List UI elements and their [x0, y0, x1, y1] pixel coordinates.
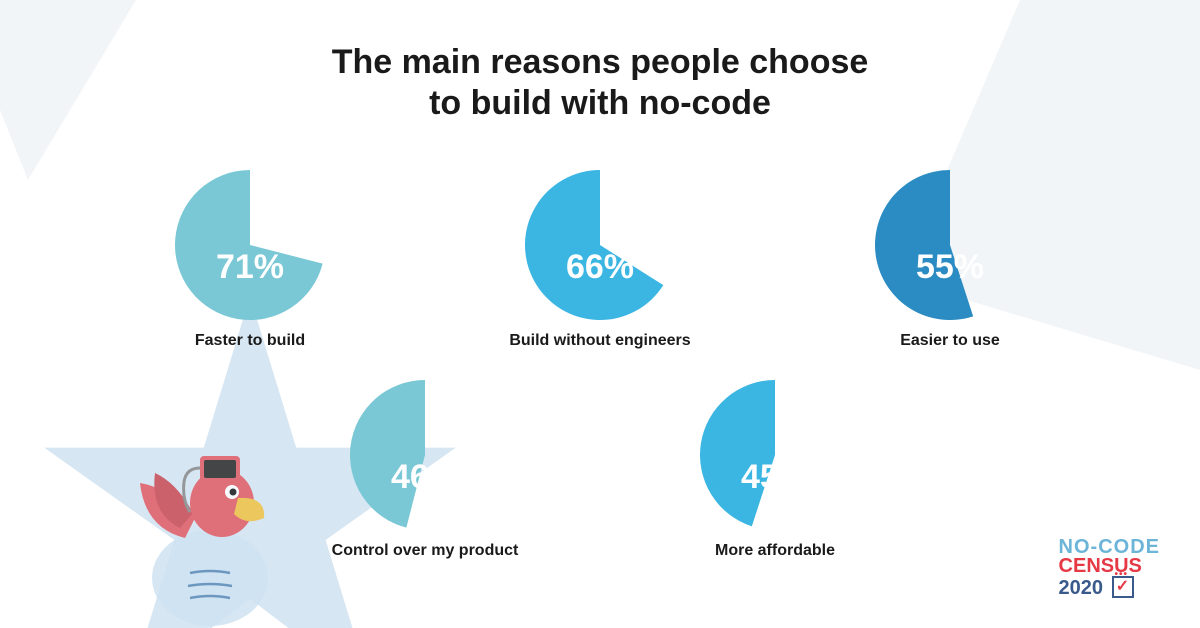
logo-line2: CENSUS — [1059, 557, 1160, 576]
pie-percent-label: 71% — [175, 248, 325, 287]
pie-item: 66% Build without engineers — [490, 170, 710, 350]
pie-item: 46% Control over my product — [315, 380, 535, 560]
pie-wedge: 45% — [700, 380, 850, 530]
pie-wedge: 66% — [525, 170, 675, 320]
logo-line3: 2020 — [1059, 579, 1104, 598]
pie-caption: Build without engineers — [509, 332, 690, 350]
title-line1: The main reasons people choose — [332, 43, 869, 81]
brand-logo: NO-CODE CENSUS 2020 ✓ — [1059, 538, 1160, 598]
pie-percent-label: 55% — [875, 248, 1025, 287]
pie-item: 55% Easier to use — [840, 170, 1060, 350]
pie-percent-label: 46% — [350, 458, 500, 497]
chart-title: The main reasons people choose to build … — [0, 42, 1200, 124]
pie-chart-grid: 71% Faster to build 66% Build without engin… — [0, 170, 1200, 560]
pie-caption: More affordable — [715, 542, 835, 560]
pie-item: 45% More affordable — [665, 380, 885, 560]
pie-row-1: 71% Faster to build 66% Build without engin… — [140, 170, 1060, 350]
pie-wedge: 71% — [175, 170, 325, 320]
pie-caption: Easier to use — [900, 332, 1000, 350]
pie-caption: Control over my product — [332, 542, 519, 560]
pie-percent-label: 66% — [525, 248, 675, 287]
pie-caption: Faster to build — [195, 332, 305, 350]
pie-percent-label: 45% — [700, 458, 850, 497]
logo-check-icon: ✓ — [1112, 576, 1134, 598]
pie-wedge: 55% — [875, 170, 1025, 320]
pie-row-2: 46% Control over my product 45% More afford… — [315, 380, 885, 560]
pie-item: 71% Faster to build — [140, 170, 360, 350]
pie-wedge: 46% — [350, 380, 500, 530]
title-line2: to build with no-code — [429, 84, 771, 122]
